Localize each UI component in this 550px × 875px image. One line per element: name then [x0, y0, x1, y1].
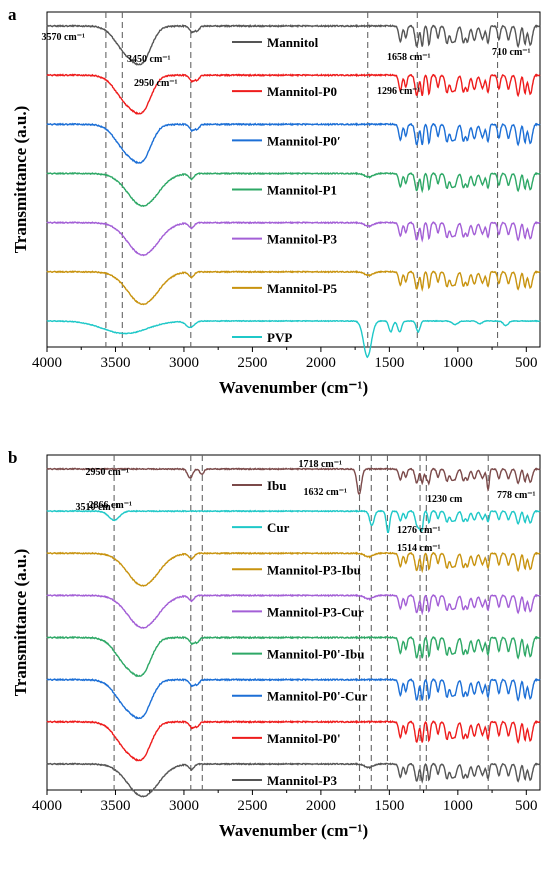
- legend-label-5: Mannitol-P0'-Cur: [267, 689, 368, 704]
- x-tick-label-2500: 2500: [237, 355, 267, 371]
- y-axis-title: Transmittance (a.u.): [11, 549, 30, 696]
- series-line-0: [46, 24, 541, 66]
- x-tick-label-2500: 2500: [237, 798, 267, 814]
- annotation-3: 1718 cm⁻¹: [298, 459, 342, 470]
- series-line-5: [46, 677, 541, 720]
- annotation-3: 1658 cm⁻¹: [387, 52, 431, 63]
- x-axis-title: Wavenumber (cm⁻¹): [219, 821, 368, 840]
- series-line-2: [46, 122, 541, 165]
- annotation-1: 3450 cm⁻¹: [127, 54, 171, 65]
- legend-label-6: Mannitol-P0': [267, 731, 341, 746]
- annotation-5: 710 cm⁻¹: [492, 47, 531, 58]
- annotation-7: 1230 cm: [427, 494, 463, 505]
- x-tick-label-3500: 3500: [100, 355, 130, 371]
- x-tick-label-3000: 3000: [169, 798, 199, 814]
- series-line-4: [46, 635, 541, 678]
- series-line-2: [46, 551, 541, 587]
- legend-label-4: Mannitol-P0'-Ibu: [267, 647, 365, 662]
- x-axis-title: Wavenumber (cm⁻¹): [219, 378, 368, 397]
- annotation-0: 3570 cm⁻¹: [41, 32, 85, 43]
- legend-label-7: Mannitol-P3: [267, 773, 338, 788]
- legend-label-6: PVP: [267, 330, 292, 345]
- series-line-6: [46, 319, 541, 359]
- legend-label-0: Ibu: [267, 478, 287, 493]
- annotation-5: 1514 cm⁻¹: [397, 543, 441, 554]
- series-line-1: [46, 509, 541, 533]
- plot-frame: [46, 11, 541, 348]
- x-tick-label-4000: 4000: [32, 355, 62, 371]
- series-line-3: [46, 593, 541, 630]
- legend-label-5: Mannitol-P5: [267, 281, 338, 296]
- series-line-0: [46, 467, 541, 495]
- legend-label-0: Mannitol: [267, 35, 319, 50]
- series-line-3: [46, 171, 541, 208]
- x-tick-label-2000: 2000: [306, 355, 336, 371]
- annotation-0: 3510 cm⁻¹: [75, 502, 119, 513]
- series-line-5: [46, 270, 541, 306]
- legend-label-3: Mannitol-P1: [267, 183, 337, 198]
- annotation-8: 778 cm⁻¹: [497, 490, 536, 501]
- legend-label-3: Mannitol-P3-Cur: [267, 604, 364, 619]
- x-tick-label-500: 500: [515, 798, 538, 814]
- legend-label-1: Mannitol-P0: [267, 84, 337, 99]
- y-axis-title: Transmittance (a.u.): [11, 106, 30, 253]
- x-tick-label-3000: 3000: [169, 355, 199, 371]
- legend-label-1: Cur: [267, 520, 290, 535]
- x-tick-label-4000: 4000: [32, 798, 62, 814]
- x-tick-label-3500: 3500: [100, 798, 130, 814]
- plot-frame: [46, 454, 541, 791]
- series-line-6: [46, 719, 541, 762]
- x-tick-label-1000: 1000: [443, 798, 473, 814]
- panel-label: a: [8, 5, 17, 24]
- chart-panel-b: 4000 3500 3000 2500 2000 1500 1000 500 Wavenumbe…: [8, 448, 541, 840]
- legend-label-2: Mannitol-P0′: [267, 133, 341, 148]
- series-line-4: [46, 220, 541, 257]
- annotation-2: 2950 cm⁻¹: [134, 78, 178, 89]
- annotation-1: 2950 cm⁻¹: [85, 467, 129, 478]
- chart-panel-a: 4000 3500 3000 2500 2000 1500 1000 500 Wavenumbe…: [8, 5, 541, 397]
- legend-label-2: Mannitol-P3-Ibu: [267, 562, 361, 577]
- x-tick-label-1000: 1000: [443, 355, 473, 371]
- panel-label: b: [8, 448, 17, 467]
- annotation-4: 1632 cm⁻¹: [303, 487, 347, 498]
- annotation-4: 1296 cm⁻¹: [377, 86, 421, 97]
- series-line-7: [46, 762, 541, 798]
- legend-label-4: Mannitol-P3: [267, 232, 338, 247]
- annotation-6: 1276 cm⁻¹: [397, 525, 441, 536]
- x-tick-label-500: 500: [515, 355, 538, 371]
- x-tick-label-1500: 1500: [374, 355, 404, 371]
- x-tick-label-1500: 1500: [374, 798, 404, 814]
- series-line-1: [46, 73, 541, 115]
- x-tick-label-2000: 2000: [306, 798, 336, 814]
- annotation-2: 2866 cm⁻¹: [88, 500, 132, 511]
